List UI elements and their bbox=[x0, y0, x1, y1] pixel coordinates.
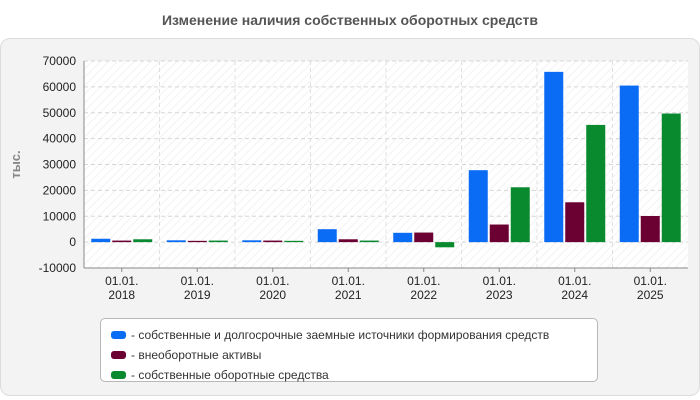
bar-series-2 bbox=[338, 239, 358, 243]
legend-swatch bbox=[111, 370, 126, 379]
legend-item: - собственные и долгосрочные заемные ист… bbox=[111, 325, 597, 345]
bar-series-2 bbox=[187, 240, 207, 243]
bar-series-2 bbox=[489, 224, 509, 243]
x-tick-label: 01.01. 2023 bbox=[483, 274, 516, 302]
legend-item: - собственные оборотные средства bbox=[111, 365, 597, 385]
y-tick-label: 70000 bbox=[43, 54, 77, 68]
bar-series-3 bbox=[435, 242, 455, 248]
legend-item: - внеоборотные активы bbox=[111, 345, 597, 365]
x-tick-label: 01.01. 2018 bbox=[105, 274, 138, 302]
bar-series-1 bbox=[242, 240, 262, 243]
chart-title: Изменение наличия собственных оборотных … bbox=[161, 12, 539, 28]
bar-series-1 bbox=[393, 232, 413, 243]
y-tick-label: 10000 bbox=[43, 209, 77, 223]
x-tick-label: 01.01. 2025 bbox=[634, 274, 667, 302]
bar-series-1 bbox=[317, 229, 337, 243]
bars bbox=[91, 71, 681, 248]
y-tick-label: 50000 bbox=[43, 106, 77, 120]
bar-series-2 bbox=[565, 202, 585, 243]
bar-series-2 bbox=[414, 232, 434, 243]
x-tick-label: 01.01. 2022 bbox=[407, 274, 440, 302]
bar-series-1 bbox=[91, 238, 111, 243]
legend-swatch bbox=[111, 350, 126, 359]
y-tick-label: 30000 bbox=[43, 158, 77, 172]
y-tick-label: 20000 bbox=[43, 183, 77, 197]
legend: - собственные и долгосрочные заемные ист… bbox=[100, 318, 598, 382]
x-tick-label: 01.01. 2019 bbox=[181, 274, 214, 302]
bar-series-1 bbox=[619, 85, 639, 243]
x-tick-label: 01.01. 2021 bbox=[332, 274, 365, 302]
bar-series-3 bbox=[510, 187, 530, 243]
bar-series-3 bbox=[586, 124, 606, 243]
y-tick-label: -10000 bbox=[39, 261, 77, 275]
y-axis-label: тыс. bbox=[8, 150, 23, 178]
bar-series-2 bbox=[640, 215, 660, 243]
bar-series-2 bbox=[112, 240, 132, 243]
bar-series-3 bbox=[284, 240, 304, 243]
bar-series-3 bbox=[208, 240, 228, 243]
y-tick-label: 0 bbox=[69, 235, 76, 249]
bar-series-3 bbox=[359, 240, 379, 243]
y-tick-label: 40000 bbox=[43, 132, 77, 146]
axes: -10000 0 10000 20000 30000 40000 50000 60000 700… bbox=[39, 54, 688, 302]
bar-series-1 bbox=[544, 71, 564, 243]
legend-label: - собственные оборотные средства bbox=[131, 368, 329, 382]
legend-label: - собственные и долгосрочные заемные ист… bbox=[131, 328, 550, 342]
bar-series-1 bbox=[468, 170, 488, 243]
bar-series-2 bbox=[263, 240, 283, 243]
bar-series-3 bbox=[133, 239, 153, 243]
legend-swatch bbox=[111, 330, 126, 339]
bar-series-3 bbox=[661, 113, 681, 243]
x-tick-label: 01.01. 2024 bbox=[558, 274, 591, 302]
bar-series-1 bbox=[166, 240, 186, 243]
x-tick-label: 01.01. 2020 bbox=[256, 274, 289, 302]
legend-label: - внеоборотные активы bbox=[131, 348, 262, 362]
y-tick-label: 60000 bbox=[43, 80, 77, 94]
